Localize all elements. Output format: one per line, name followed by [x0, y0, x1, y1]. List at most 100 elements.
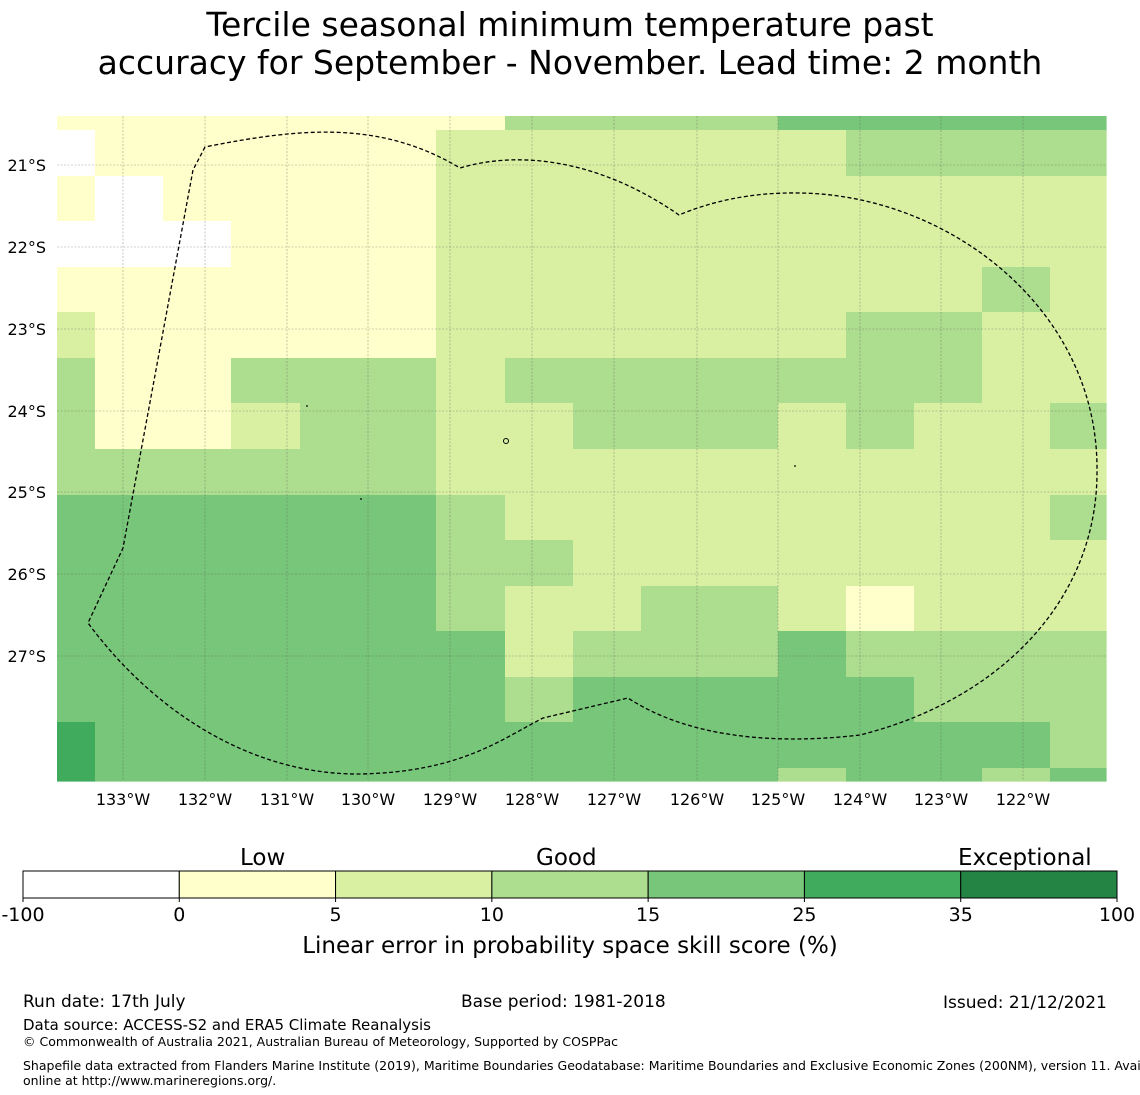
skill-cell	[436, 116, 506, 131]
skill-cell	[231, 176, 301, 222]
skill-cell	[1050, 176, 1107, 222]
skill-cell	[641, 495, 710, 541]
skill-cell	[231, 130, 301, 177]
skill-cell	[982, 631, 1051, 678]
skill-cell	[914, 267, 983, 313]
map-title-line1: Tercile seasonal minimum temperature pas…	[206, 5, 934, 44]
skill-cell	[573, 631, 642, 678]
skill-cell	[982, 677, 1051, 723]
shapefile-credit-line2: online at http://www.marineregions.org/.	[23, 1073, 277, 1088]
skill-cell	[573, 267, 642, 313]
skill-cell	[95, 449, 164, 496]
skill-cell	[300, 677, 369, 723]
skill-cell	[641, 130, 710, 177]
longitude-label: 125°W	[751, 790, 806, 809]
latitude-label: 24°S	[7, 402, 46, 421]
colorbar-segment	[647, 870, 805, 899]
skill-cell	[163, 176, 232, 222]
skill-cell	[778, 267, 847, 313]
skill-cell	[95, 312, 164, 359]
shapefile-credit-line1: Shapefile data extracted from Flanders M…	[23, 1058, 1140, 1073]
skill-cell	[709, 312, 779, 359]
skill-cell	[163, 631, 232, 678]
skill-cell	[231, 403, 301, 450]
colorbar: -100 0 5 10 15 25 35 100	[1, 870, 1135, 926]
skill-cell	[1050, 130, 1107, 177]
skill-cell	[709, 768, 779, 782]
skill-cell	[300, 631, 369, 678]
skill-cell	[505, 540, 574, 587]
latitude-label: 22°S	[7, 238, 46, 257]
skill-cell	[368, 116, 437, 131]
skill-cell	[95, 358, 164, 404]
copyright-notice: © Commonwealth of Australia 2021, Austra…	[23, 1034, 618, 1049]
skill-cell	[778, 176, 847, 222]
skill-cell	[505, 722, 574, 769]
skill-cell	[641, 768, 710, 782]
skill-cell	[982, 312, 1051, 359]
skill-cell	[778, 312, 847, 359]
skill-cell	[57, 221, 96, 268]
skill-cell	[573, 176, 642, 222]
skill-cell	[982, 267, 1051, 313]
skill-cell	[436, 267, 506, 313]
colorbar-segment	[491, 870, 649, 899]
base-period: Base period: 1981-2018	[461, 992, 666, 1012]
skill-cell	[709, 116, 779, 131]
skill-cell	[982, 586, 1051, 632]
skill-cell	[436, 449, 506, 496]
skill-cell	[368, 631, 437, 678]
island-marker	[360, 498, 362, 500]
colorbar-tick-label: -100	[1, 904, 44, 926]
skill-cell	[95, 495, 164, 541]
skill-cell	[436, 312, 506, 359]
skill-score-map: 21°S22°S23°S24°S25°S26°S27°S 133°W 132°W 1…	[1, 116, 1135, 926]
graticule	[57, 116, 1106, 781]
eez-boundary	[87, 131, 1098, 775]
skill-cell	[231, 358, 301, 404]
skill-cell	[778, 130, 847, 177]
skill-cell	[641, 267, 710, 313]
skill-cell	[573, 116, 642, 131]
skill-cell	[436, 631, 506, 678]
skill-cell	[231, 495, 301, 541]
colorbar-tick-label: 35	[949, 904, 973, 926]
longitude-label: 128°W	[505, 790, 560, 809]
skill-cell	[436, 130, 506, 177]
skill-cell	[436, 358, 506, 404]
map-title: Tercile seasonal minimum temperature pas…	[0, 6, 1140, 82]
skill-cell	[573, 312, 642, 359]
skill-cell	[436, 722, 506, 769]
skill-cell	[1050, 358, 1107, 404]
skill-cell	[641, 221, 710, 268]
skill-cell	[709, 540, 779, 587]
skill-cell	[300, 586, 369, 632]
skill-cell	[163, 221, 232, 268]
skill-cell	[914, 495, 983, 541]
skill-cell	[846, 768, 915, 782]
skill-cell	[709, 722, 779, 769]
skill-cell	[1050, 495, 1107, 541]
skill-cell	[914, 540, 983, 587]
skill-cell	[778, 358, 847, 404]
skill-cell	[231, 540, 301, 587]
longitude-label: 132°W	[178, 790, 233, 809]
skill-cell	[709, 631, 779, 678]
skill-cell	[778, 677, 847, 723]
skill-cell	[709, 130, 779, 177]
skill-cell	[505, 176, 574, 222]
colorbar-tick-label: 10	[480, 904, 504, 926]
skill-cell	[300, 722, 369, 769]
skill-cell	[368, 267, 437, 313]
skill-cell	[368, 495, 437, 541]
colorbar-tick-label: 0	[173, 904, 185, 926]
skill-cell	[778, 116, 847, 131]
skill-cell	[914, 631, 983, 678]
skill-cell	[709, 403, 779, 450]
skill-cell	[57, 540, 96, 587]
skill-cell	[57, 722, 96, 769]
skill-cell	[231, 267, 301, 313]
skill-cell	[709, 495, 779, 541]
skill-cell	[846, 540, 915, 587]
skill-cell	[300, 358, 369, 404]
